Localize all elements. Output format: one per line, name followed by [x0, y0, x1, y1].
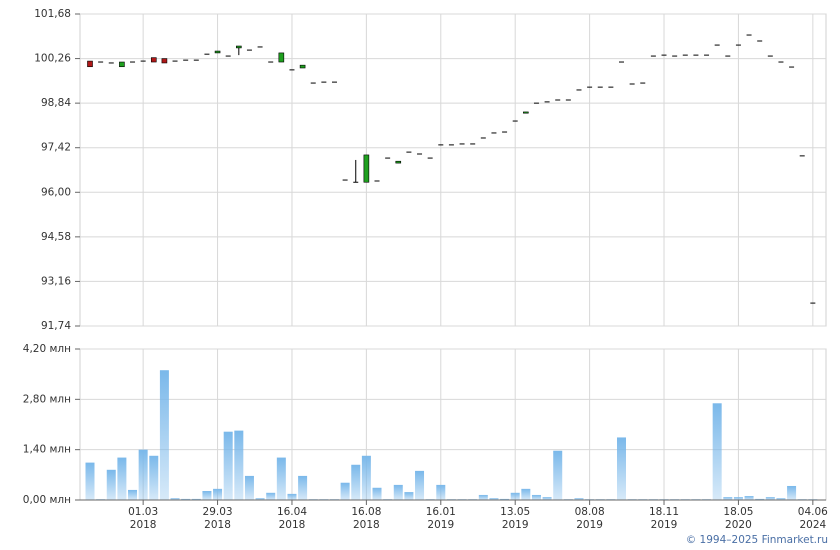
volume-bar	[149, 455, 159, 500]
volume-bar	[128, 489, 138, 500]
candle-body	[150, 57, 157, 63]
candle-body	[523, 111, 529, 114]
volume-bar	[510, 492, 520, 500]
volume-bar	[298, 475, 308, 500]
candle-body	[395, 160, 402, 164]
volume-bar	[776, 498, 786, 500]
volume-bar	[85, 462, 95, 500]
x-tick-label: 16.01 2019	[425, 506, 456, 531]
candle-body	[278, 52, 285, 63]
x-tick-label: 01.03 2018	[128, 506, 159, 531]
y-tick-label: 93,16	[41, 275, 71, 287]
volume-bar	[244, 475, 254, 500]
candle-body	[236, 45, 242, 49]
volume-bar	[787, 485, 797, 500]
volume-bar	[723, 497, 733, 500]
volume-bar	[340, 482, 350, 500]
candle-body	[299, 64, 306, 69]
volume-bar	[276, 457, 286, 500]
x-tick-label: 13.05 2019	[500, 506, 531, 531]
plot-frame	[79, 13, 827, 327]
volume-bar	[287, 493, 297, 500]
y-tick-label: 96,00	[41, 186, 71, 198]
candle-body	[87, 60, 93, 68]
x-tick-label: 18.11 2019	[648, 506, 680, 531]
volume-bar	[478, 494, 488, 500]
x-tick-label: 18.05 2020	[723, 506, 754, 531]
volume-bar	[159, 370, 169, 500]
volume-bar	[393, 484, 403, 500]
volume-bar	[531, 494, 541, 500]
y-tick-label: 97,42	[41, 142, 71, 154]
volume-bar	[351, 464, 361, 500]
volume-bar	[744, 496, 754, 500]
volume-bar	[106, 469, 116, 500]
volume-bar	[553, 450, 563, 500]
x-tick-label: 29.03 2018	[202, 506, 233, 531]
volume-bar	[191, 498, 201, 500]
volume-bar	[170, 498, 180, 500]
volume-bar	[617, 437, 626, 500]
volume-bar	[733, 497, 743, 500]
volume-bar	[415, 470, 425, 500]
x-tick-label: 16.04 2018	[276, 506, 307, 531]
volume-bar	[202, 491, 212, 500]
volume-bar	[266, 492, 276, 500]
volume-bar	[138, 449, 148, 500]
volume-bar	[521, 488, 531, 500]
volume-bar	[361, 455, 371, 500]
candle-body	[363, 154, 370, 183]
volume-bar	[489, 498, 499, 500]
y-tick-label: 94,58	[41, 231, 71, 243]
volume-bar	[234, 430, 244, 500]
volume-bar	[255, 498, 265, 500]
x-tick-label: 08.08 2019	[574, 506, 605, 531]
y-tick-label: 1,40 млн	[23, 444, 71, 456]
y-tick-label: 98,84	[41, 97, 71, 109]
candle-body	[161, 58, 168, 64]
candle-body	[214, 50, 221, 54]
x-tick-label: 04.06 2024	[797, 506, 828, 531]
volume-bar	[181, 498, 191, 500]
volume-bar	[436, 484, 446, 500]
volume-bar	[223, 431, 233, 500]
volume-bar	[574, 498, 584, 500]
copyright: © 1994–2025 Finmarket.ru	[685, 534, 828, 546]
y-tick-label: 2,80 млн	[23, 393, 71, 405]
volume-bar	[542, 497, 552, 500]
volume-bar	[404, 492, 414, 500]
volume-bar	[765, 497, 775, 500]
volume-bar	[755, 498, 765, 500]
y-tick-label: 101,68	[34, 8, 71, 20]
volume-bar	[712, 403, 722, 500]
volume-bar	[117, 457, 127, 500]
y-tick-label: 91,74	[41, 320, 71, 332]
x-tick-label: 16.08 2018	[351, 506, 382, 531]
volume-bar	[500, 498, 510, 500]
volume-bar	[213, 488, 223, 500]
y-tick-label: 4,20 млн	[23, 343, 71, 355]
volume-bar	[372, 487, 382, 500]
y-tick-label: 100,26	[34, 53, 71, 65]
y-tick-label: 0,00 млн	[23, 494, 71, 506]
candle-body	[119, 61, 125, 68]
